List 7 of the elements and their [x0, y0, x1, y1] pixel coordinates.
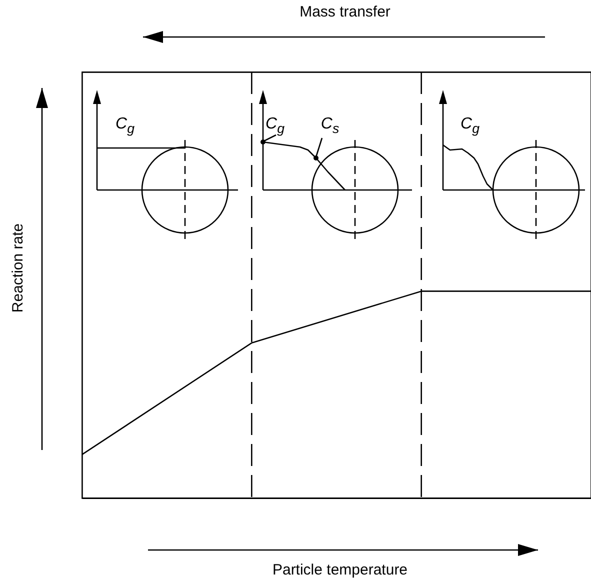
- text: Mass transfer: [300, 4, 390, 20]
- y-axis-title: Reaction rate: [10, 223, 26, 313]
- text: C$_{s}$: [320, 116, 340, 136]
- text: C$_{g}$: [116, 116, 134, 136]
- x-axis-title: Particle temperature: [272, 562, 408, 578]
- text: C$_{g}$: [266, 116, 284, 136]
- text: C$_{g}$: [460, 116, 480, 136]
